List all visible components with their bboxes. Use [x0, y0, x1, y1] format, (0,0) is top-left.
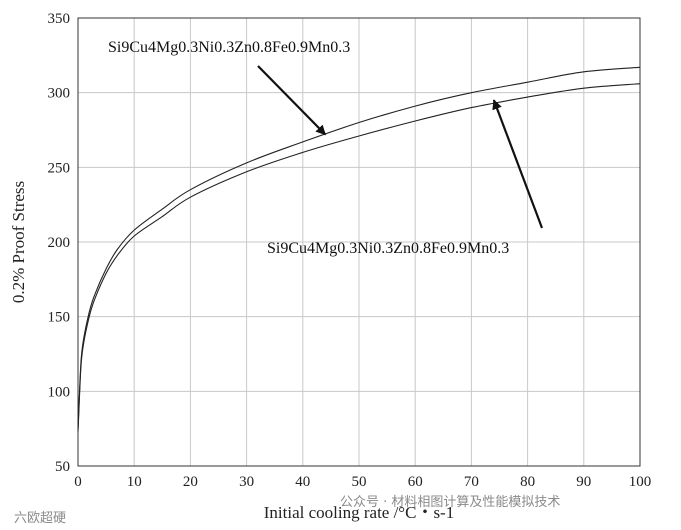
y-tick-label: 100 [48, 384, 71, 400]
annotations: Si9Cu4Mg0.3Ni0.3Zn0.8Fe0.9Mn0.3 Si9Cu4Mg0… [108, 39, 544, 257]
x-tick-label: 100 [629, 474, 652, 490]
y-tick-labels: 50 100 150 200 250 300 350 [48, 11, 71, 475]
plot-frame [77, 17, 641, 467]
x-tick-label: 0 [74, 474, 82, 490]
x-tick-labels: 0 10 20 30 40 50 60 70 80 90 100 [74, 474, 651, 490]
y-tick-label: 300 [48, 86, 71, 102]
y-tick-label: 150 [48, 310, 71, 326]
y-tick-label: 250 [48, 160, 71, 176]
annotation-arrow [257, 65, 327, 136]
x-tick-label: 70 [464, 474, 479, 490]
x-tick-label: 80 [520, 474, 535, 490]
watermark-right: 公众号 · 材料相图计算及性能模拟技术 [340, 495, 560, 510]
y-tick-label: 350 [48, 11, 71, 27]
series-lines [77, 66, 641, 432]
y-tick-label: 50 [55, 459, 70, 475]
x-tick-label: 50 [352, 474, 367, 490]
x-axis-label: Initial cooling rate /°C・s-1 [264, 503, 454, 522]
x-tick-label: 10 [127, 474, 142, 490]
x-tick-label: 40 [295, 474, 310, 490]
series-line-2 [77, 83, 641, 432]
y-axis-label: 0.2% Proof Stress [9, 181, 28, 303]
x-tick-label: 90 [576, 474, 591, 490]
series-line-1 [77, 66, 641, 429]
y-tick-label: 200 [48, 235, 71, 251]
x-tick-label: 60 [408, 474, 423, 490]
x-tick-label: 20 [183, 474, 198, 490]
x-tick-label: 30 [239, 474, 254, 490]
watermark-left: 六欧超硬 [14, 511, 66, 526]
annotation-label: Si9Cu4Mg0.3Ni0.3Zn0.8Fe0.9Mn0.3 [267, 240, 509, 257]
annotation-label: Si9Cu4Mg0.3Ni0.3Zn0.8Fe0.9Mn0.3 [108, 39, 350, 56]
annotation-arrow [492, 99, 544, 229]
